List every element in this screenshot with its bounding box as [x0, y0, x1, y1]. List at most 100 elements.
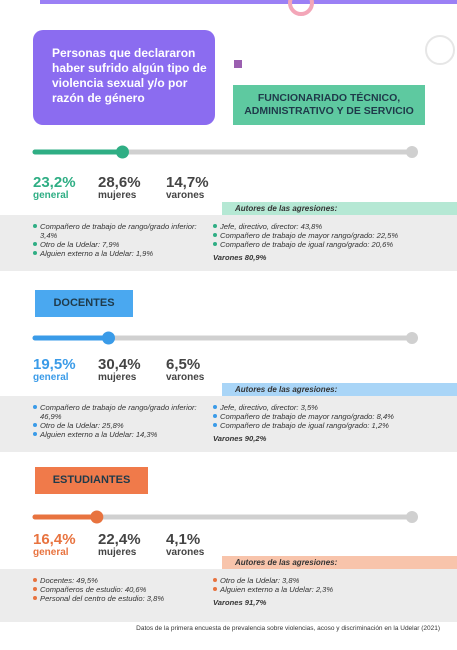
bullet: [213, 224, 217, 228]
authors-heading: Autores de las agresiones:: [235, 558, 338, 567]
progress-end: [406, 511, 418, 523]
deco-ring: [425, 35, 455, 65]
authors-list: Docentes: 49,5% Compañeros de estudio: 40…: [33, 576, 208, 603]
authors-heading: Autores de las agresiones:: [235, 204, 338, 213]
author-text: Alguien externo a la Udelar: 14,3%: [40, 430, 158, 439]
title-box: [33, 30, 215, 125]
author-text: Compañero de trabajo de rango/grado infe…: [40, 403, 197, 421]
authors-header: [222, 556, 457, 569]
bullet: [33, 587, 37, 591]
bullet: [33, 224, 37, 228]
bullet: [33, 578, 37, 582]
author-text: Alguien externo a la Udelar: 2,3%: [220, 585, 334, 594]
author-item: Otro de la Udelar: 25,8%: [33, 421, 208, 430]
author-item: Compañero de trabajo de rango/grado infe…: [33, 222, 208, 240]
progress-dot: [115, 145, 129, 159]
author-text: Jefe, directivo, director: 3,5%: [220, 403, 318, 412]
stat-caption: mujeres: [98, 190, 137, 201]
author-item: Compañero de trabajo de igual rango/grad…: [213, 421, 453, 430]
section-label: DOCENTES: [53, 297, 115, 309]
title: Personas que declararon haber sufrido al…: [52, 46, 207, 105]
author-item: Jefe, directivo, director: 43,8%: [213, 222, 453, 231]
bullet: [33, 251, 37, 255]
authors-list: Otro de la Udelar: 3,8% Alguien externo a…: [213, 576, 453, 607]
bullet: [213, 242, 217, 246]
author-item: Jefe, directivo, director: 3,5%: [213, 403, 453, 412]
author-text: Compañero de trabajo de mayor rango/grad…: [220, 412, 394, 421]
authors-heading: Autores de las agresiones:: [235, 385, 338, 394]
author-text: Compañero de trabajo de rango/grado infe…: [40, 222, 197, 240]
stat-caption: mujeres: [98, 372, 137, 383]
author-text: Docentes: 49,5%: [40, 576, 98, 585]
authors-total: Varones 90,2%: [213, 434, 267, 443]
authors-panel: [0, 215, 457, 271]
author-text: Compañero de trabajo de mayor rango/grad…: [220, 231, 399, 240]
bullet: [33, 405, 37, 409]
author-text: Otro de la Udelar: 25,8%: [40, 421, 124, 430]
author-text: Compañero de trabajo de igual rango/grad…: [220, 421, 389, 430]
stat-caption: general: [33, 190, 69, 201]
footnote: Datos de la primera encuesta de prevalen…: [136, 625, 440, 632]
author-item: Alguien externo a la Udelar: 1,9%: [33, 249, 208, 258]
top-strip: [40, 0, 457, 4]
progress-dot: [102, 331, 116, 345]
bullet: [213, 414, 217, 418]
authors-panel: [0, 396, 457, 452]
label-box: [35, 290, 133, 317]
author-text: Alguien externo a la Udelar: 1,9%: [40, 249, 154, 258]
stat-value: 30,4%: [98, 356, 141, 373]
author-item: Personal del centro de estudio: 3,8%: [33, 594, 208, 603]
stat-value: 4,1%: [166, 531, 201, 548]
stat-value: 19,5%: [33, 356, 76, 373]
progress-dot: [90, 510, 104, 524]
author-item: Alguien externo a la Udelar: 2,3%: [213, 585, 453, 594]
progress-end: [406, 332, 418, 344]
section-label: FUNCIONARIADO TÉCNICO, ADMINISTRATIVO Y …: [244, 92, 414, 117]
author-item: Compañero de trabajo de mayor rango/grad…: [213, 412, 453, 421]
author-text: Jefe, directivo, director: 43,8%: [220, 222, 323, 231]
label-box: [35, 467, 148, 494]
author-item: Compañero de trabajo de mayor rango/grad…: [213, 231, 453, 240]
stat-value: 16,4%: [33, 531, 76, 548]
author-item: Compañero de trabajo de rango/grado infe…: [33, 403, 208, 421]
authors-list: Jefe, directivo, director: 3,5% Compañero…: [213, 403, 453, 443]
author-item: Docentes: 49,5%: [33, 576, 208, 585]
bullet: [213, 423, 217, 427]
authors-header: [222, 383, 457, 396]
stat-caption: varones: [166, 547, 205, 558]
author-text: Compañero de trabajo de igual rango/grad…: [220, 240, 394, 249]
author-item: Alguien externo a la Udelar: 14,3%: [33, 430, 208, 439]
authors-total: Varones 80,9%: [213, 253, 267, 262]
stat-caption: varones: [166, 190, 205, 201]
bullet: [213, 233, 217, 237]
author-text: Compañeros de estudio: 40,6%: [40, 585, 147, 594]
authors-header: [222, 202, 457, 215]
author-item: Otro de la Udelar: 3,8%: [213, 576, 453, 585]
authors-list: Compañero de trabajo de rango/grado infe…: [33, 403, 208, 439]
bullet: [213, 587, 217, 591]
label-box: [233, 85, 425, 125]
progress-end: [406, 146, 418, 158]
bullet: [33, 432, 37, 436]
author-text: Personal del centro de estudio: 3,8%: [40, 594, 165, 603]
stat-value: 6,5%: [166, 356, 201, 373]
authors-panel: [0, 569, 457, 622]
section-label: ESTUDIANTES: [52, 474, 131, 486]
deco-square: [234, 60, 242, 68]
stat-caption: mujeres: [98, 547, 137, 558]
bullet: [33, 423, 37, 427]
author-item: Otro de la Udelar: 7,9%: [33, 240, 208, 249]
deco-ring: [288, 0, 314, 16]
stat-caption: varones: [166, 372, 205, 383]
authors-list: Jefe, directivo, director: 43,8% Compañer…: [213, 222, 453, 262]
author-text: Otro de la Udelar: 7,9%: [40, 240, 120, 249]
stat-value: 22,4%: [98, 531, 141, 548]
stat-value: 23,2%: [33, 174, 76, 191]
stat-caption: general: [33, 372, 69, 383]
bullet: [33, 242, 37, 246]
authors-total: Varones 91,7%: [213, 598, 267, 607]
bullet: [33, 596, 37, 600]
stat-value: 28,6%: [98, 174, 141, 191]
